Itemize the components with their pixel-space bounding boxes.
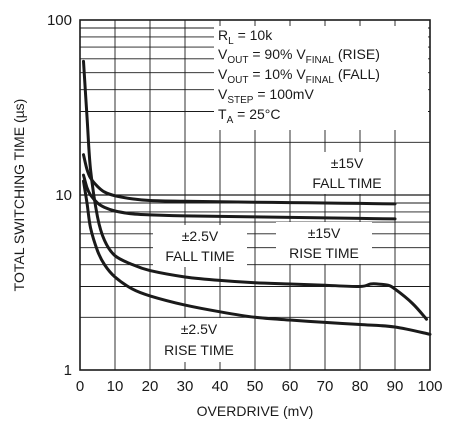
series-label-2v5-fall: ±2.5V FALL TIME: [153, 225, 247, 267]
x-tick-label: 30: [177, 378, 194, 395]
series-label-2v5-rise: ±2.5V RISE TIME: [152, 318, 246, 362]
condition-vout-fall: VOUT = 10% VFINAL (FALL): [218, 66, 380, 86]
x-axis-title: OVERDRIVE (mV): [197, 403, 314, 419]
y-tick-label: 100: [47, 12, 72, 29]
condition-ta: TA = 25°C: [218, 106, 280, 126]
series-label-15v-rise: ±15V RISE TIME: [276, 222, 372, 264]
y-axis-title: TOTAL SWITCHING TIME (µs): [11, 99, 27, 292]
series-label-15v-fall-line2: FALL TIME: [312, 175, 381, 191]
condition-vstep: VSTEP = 100mV: [218, 86, 314, 106]
condition-vout-rise: VOUT = 90% VFINAL (RISE): [218, 46, 380, 66]
x-tick-label: 20: [142, 378, 159, 395]
series-label-15v-fall: ±15V FALL TIME: [300, 152, 394, 194]
series-2v5-fall-time: [82, 59, 428, 321]
y-tick-label: 1: [64, 362, 72, 379]
series-label-15v-rise-line1: ±15V: [308, 225, 341, 241]
series-label-2v5-fall-line2: FALL TIME: [165, 248, 234, 264]
series-label-2v5-rise-line2: RISE TIME: [164, 342, 234, 358]
series-label-15v-rise-line2: RISE TIME: [289, 245, 359, 261]
series-label-2v5-fall-line1: ±2.5V: [182, 228, 219, 244]
x-tick-label: 90: [387, 378, 404, 395]
series-15v-rise-time: [82, 173, 397, 221]
series-2v5-rise-time: [82, 179, 432, 336]
x-tick-label: 40: [212, 378, 229, 395]
series-label-2v5-rise-line1: ±2.5V: [181, 321, 218, 337]
x-tick-label: 10: [107, 378, 124, 395]
plot-frame: [79, 19, 431, 371]
condition-rl: RL = 10k: [218, 27, 273, 47]
x-tick-label: 100: [417, 378, 442, 395]
x-tick-label: 50: [247, 378, 264, 395]
test-conditions: RL = 10k VOUT = 90% VFINAL (RISE) VOUT =…: [214, 26, 428, 130]
series-label-15v-fall-line1: ±15V: [331, 155, 364, 171]
x-tick-label: 0: [76, 378, 84, 395]
x-tick-label: 70: [317, 378, 334, 395]
x-tick-label: 60: [282, 378, 299, 395]
conditions-background: [214, 26, 428, 130]
x-tick-label: 80: [352, 378, 369, 395]
data-curves: [82, 59, 432, 336]
y-tick-label: 10: [55, 187, 72, 204]
